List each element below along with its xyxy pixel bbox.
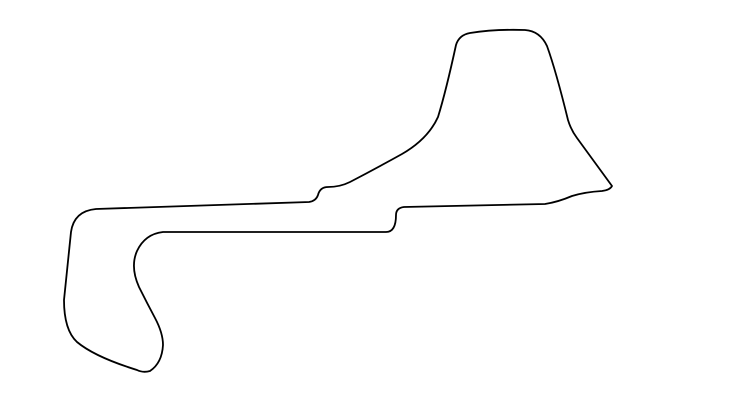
- circuit-outline: [63, 28, 613, 373]
